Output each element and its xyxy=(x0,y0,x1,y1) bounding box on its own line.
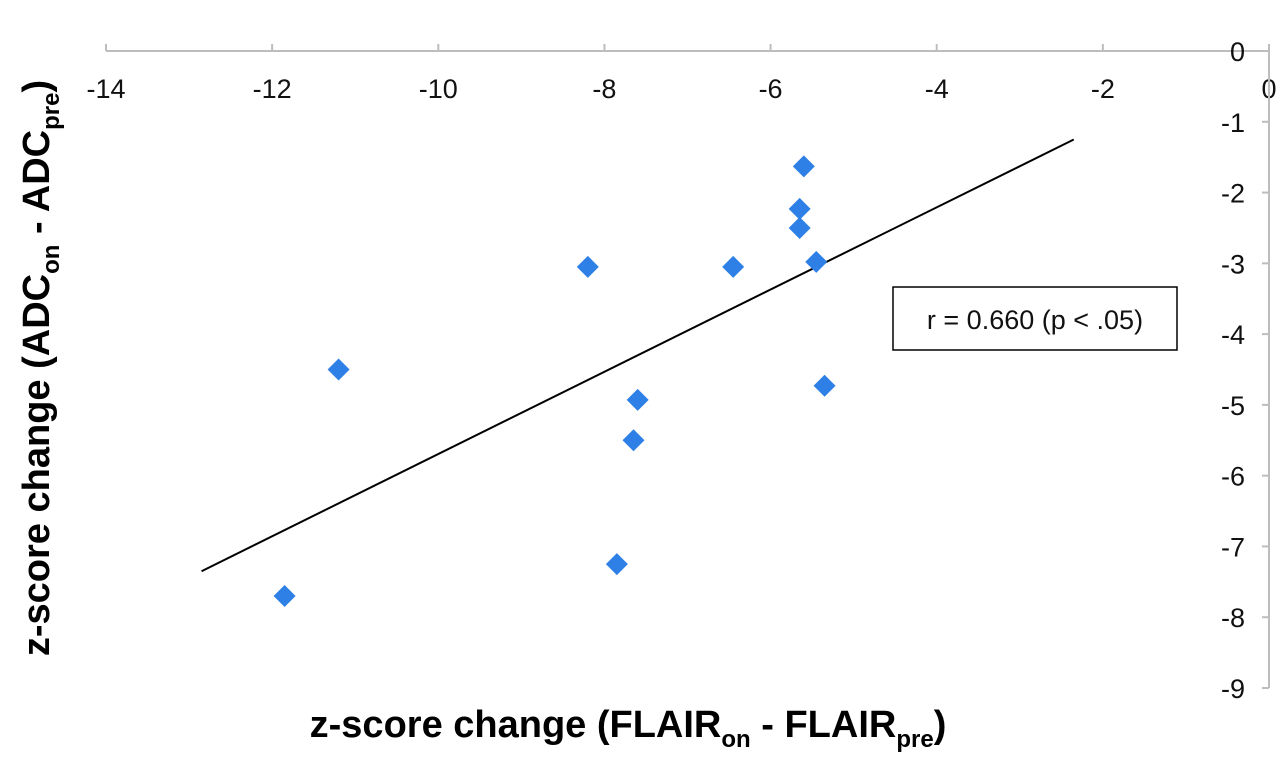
trendline-group xyxy=(201,138,1075,573)
x-tick-label: -2 xyxy=(1091,74,1115,104)
data-point xyxy=(622,429,645,452)
y-tick-label: -7 xyxy=(1221,532,1245,562)
y-tick-label: 0 xyxy=(1230,37,1245,67)
y-tick-label: -5 xyxy=(1221,391,1245,421)
y-axis: 0 -1 -2 -3 -4 -5 -6 -7 -8 -9 xyxy=(1221,37,1270,704)
data-point xyxy=(576,255,599,278)
x-tick-label: -4 xyxy=(925,74,949,104)
x-axis: -14-12-10-8-6-4-20 xyxy=(86,44,1277,104)
data-point xyxy=(788,216,811,239)
data-point xyxy=(788,197,811,220)
annotation-box xyxy=(892,286,1178,351)
data-point xyxy=(327,358,350,381)
trendline xyxy=(201,138,1075,573)
data-point xyxy=(805,250,828,273)
x-tick-label: -8 xyxy=(592,74,616,104)
y-axis-title: z-score change (ADCon - ADCpre) xyxy=(16,80,65,656)
x-tick-label: -12 xyxy=(253,74,292,104)
y-tick-label: -4 xyxy=(1221,320,1245,350)
data-point xyxy=(813,374,836,397)
data-point xyxy=(273,584,296,607)
x-axis-title: z-score change (FLAIRon - FLAIRpre) xyxy=(310,704,947,753)
data-point xyxy=(792,155,815,178)
annotation-text: r = 0.660 (p < .05) xyxy=(927,305,1143,335)
x-tick-label: -14 xyxy=(86,74,125,104)
y-tick-label: -8 xyxy=(1221,603,1245,633)
y-tick-label: -3 xyxy=(1221,249,1245,279)
x-tick-label: -6 xyxy=(759,74,783,104)
correlation-annotation: r = 0.660 (p < .05) xyxy=(892,286,1178,351)
x-tick-label: -10 xyxy=(419,74,458,104)
data-point xyxy=(626,388,649,411)
y-tick-label: -1 xyxy=(1221,108,1245,138)
data-point xyxy=(605,553,628,576)
y-tick-label: -9 xyxy=(1221,674,1245,704)
data-point xyxy=(722,255,745,278)
y-tick-label: -2 xyxy=(1221,179,1245,209)
y-tick-label: -6 xyxy=(1221,462,1245,492)
data-points xyxy=(273,155,836,607)
